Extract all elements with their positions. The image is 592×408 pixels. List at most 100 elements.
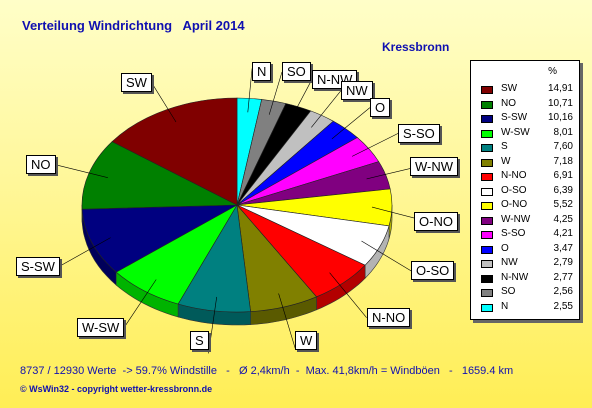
legend-item: SO 2,56	[481, 286, 573, 300]
legend-item: W 7,18	[481, 156, 573, 170]
legend-item: N-NO 6,91	[481, 170, 573, 184]
legend-item: S 7,60	[481, 141, 573, 155]
legend-unit: %	[548, 66, 557, 77]
legend-label: SW	[501, 83, 518, 94]
legend-value: 4,25	[553, 213, 573, 225]
legend-value: 10,16	[547, 112, 573, 123]
legend-swatch	[481, 129, 493, 138]
callout-o-so: O-SO	[411, 261, 455, 280]
callout-line-s	[208, 296, 217, 354]
legend-item: O-SO 6,39	[481, 185, 573, 199]
pie-slice-s-sw	[81, 204, 238, 273]
legend-label: W-NW	[501, 213, 531, 225]
callout-o-no: O-NO	[414, 212, 458, 231]
legend-value: 2,77	[553, 271, 573, 283]
legend-swatch	[481, 158, 493, 167]
callout-line-n-no	[329, 272, 367, 318]
callout-nw: NW	[341, 81, 373, 100]
legend-swatch	[481, 289, 493, 297]
callout-s-so: S-SO	[398, 124, 440, 143]
chart-title: Verteilung Windrichtung April 2014	[22, 18, 245, 33]
callout-line-o	[331, 107, 371, 140]
legend-label: N	[501, 300, 509, 312]
legend-swatch	[481, 303, 493, 312]
legend-swatch	[481, 115, 493, 123]
callout-line-w-nw	[366, 166, 419, 180]
legend-swatch	[481, 100, 493, 109]
copyright: © WsWin32 - copyright wetter-kressbronn.…	[20, 384, 213, 394]
legend-label: O	[501, 242, 509, 254]
legend-label: W-SW	[501, 126, 530, 138]
callout-line-s-sw	[59, 237, 111, 267]
legend-item: S-SW 10,16	[481, 112, 573, 126]
legend-item: W-NW 4,25	[481, 214, 573, 228]
callout-line-o-so	[361, 240, 412, 272]
legend-swatch	[481, 202, 493, 210]
legend-swatch	[481, 86, 493, 94]
legend-label: W	[501, 155, 511, 167]
callout-s-sw: S-SW	[16, 257, 60, 276]
legend-item: SW 14,91	[481, 83, 573, 97]
callout-w-sw: W-SW	[77, 318, 125, 337]
callout-s: S	[190, 331, 209, 350]
pie-slice-sw	[111, 97, 238, 206]
callout-line-w	[278, 293, 296, 349]
legend-item: N-NW 2,77	[481, 272, 573, 286]
callout-so: SO	[282, 62, 311, 81]
legend-value: 4,21	[553, 228, 573, 239]
legend-value: 2,55	[553, 300, 573, 312]
legend-label: NO	[501, 97, 516, 109]
legend-value: 2,56	[553, 286, 573, 297]
callout-n-no: N-NO	[367, 308, 411, 327]
legend-item: N 2,55	[481, 301, 573, 315]
legend-item: NW 2,79	[481, 257, 573, 271]
legend-value: 14,91	[547, 83, 573, 94]
legend-label: SO	[501, 286, 516, 297]
callout-no: NO	[26, 155, 56, 174]
legend-label: NW	[501, 257, 518, 268]
callout-line-n	[247, 68, 253, 113]
legend-label: N-NO	[501, 170, 527, 181]
legend-value: 6,91	[553, 170, 573, 181]
legend-item: NO 10,71	[481, 98, 573, 112]
legend-label: N-NW	[501, 271, 529, 283]
legend-value: 10,71	[547, 97, 573, 109]
legend-value: 7,60	[553, 141, 573, 152]
callout-n: N	[252, 62, 272, 81]
callout-w-nw: W-NW	[410, 157, 459, 176]
callout-line-sw	[151, 82, 177, 123]
callout-w: W	[295, 331, 318, 350]
legend-swatch	[481, 187, 493, 196]
legend-swatch	[481, 260, 493, 268]
callout-line-nw	[311, 90, 342, 128]
legend-item: W-SW 8,01	[481, 127, 573, 141]
legend-label: S-SW	[501, 112, 528, 123]
legend-swatch	[481, 245, 493, 254]
legend-label: S	[501, 141, 508, 152]
legend-item: O 3,47	[481, 243, 573, 257]
legend-swatch	[481, 144, 493, 152]
callout-sw: SW	[121, 73, 152, 92]
legend-swatch	[481, 274, 493, 283]
location-label: Kressbronn	[382, 40, 450, 54]
legend-value: 6,39	[553, 184, 573, 196]
legend-value: 2,79	[553, 257, 573, 268]
legend-value: 5,52	[553, 199, 573, 210]
callout-line-so	[268, 71, 283, 115]
legend-label: S-SO	[501, 228, 526, 239]
legend-item: S-SO 4,21	[481, 228, 573, 242]
legend-swatch	[481, 173, 493, 181]
pie-slice-no	[81, 141, 238, 210]
legend: % SW 14,91 NO 10,71 S-SW 10,16 W-SW 8,01 S 7,60 W 7…	[470, 60, 580, 320]
legend-swatch	[481, 231, 493, 239]
legend-value: 7,18	[553, 155, 573, 167]
legend-item: O-NO 5,52	[481, 199, 573, 213]
legend-value: 8,01	[553, 126, 573, 138]
callout-line-s-so	[351, 133, 399, 157]
callout-line-no	[56, 164, 108, 178]
legend-swatch	[481, 216, 493, 225]
callout-line-w-sw	[123, 279, 157, 328]
callout-line-n-nw	[290, 79, 313, 120]
